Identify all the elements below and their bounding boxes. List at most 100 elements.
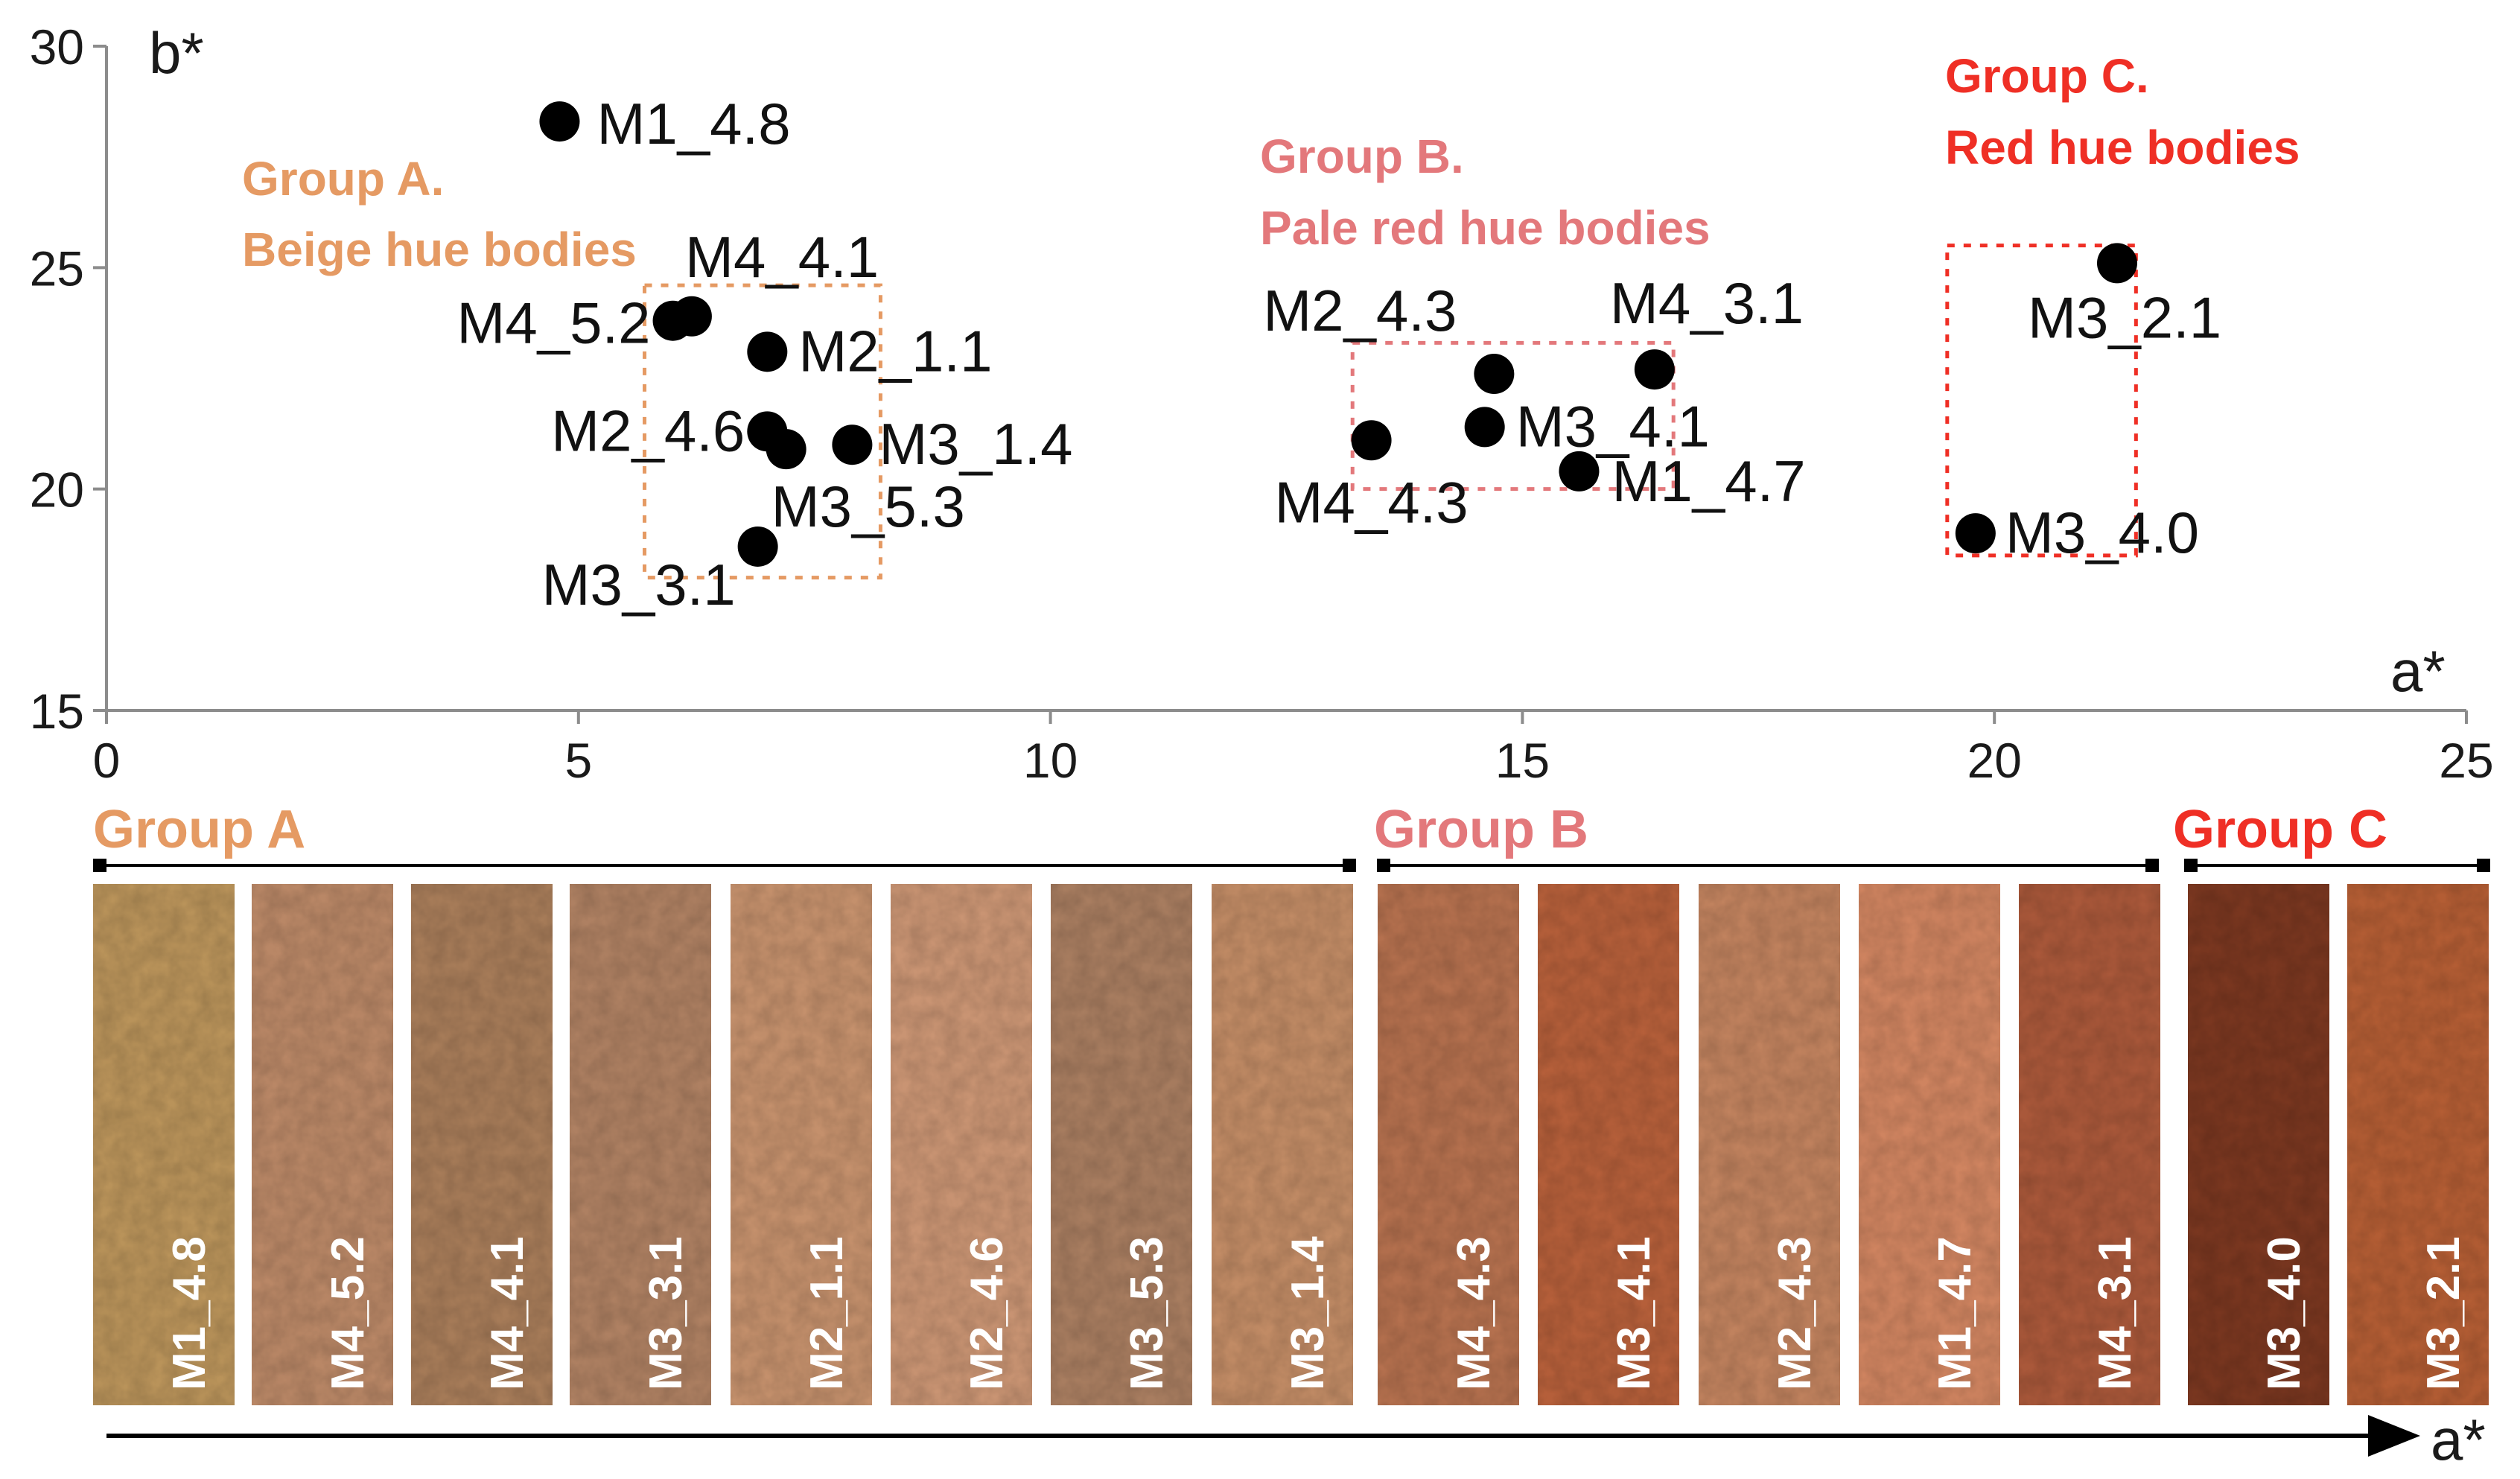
swatch-M4_3.1: M4_3.1 [2019,884,2160,1405]
point-label: M1_4.7 [1611,448,1805,514]
section-label: Group B [1374,800,1588,859]
swatch-M4_4.1: M4_4.1 [411,884,553,1405]
swatch-M2_1.1: M2_1.1 [731,884,872,1405]
point-M1_4.7 [1559,451,1600,492]
group-a-box [643,283,882,580]
swatch-label: M2_1.1 [801,1236,853,1390]
group-c-title: Group C. [1945,49,2149,103]
x-tick-label: 25 [2439,733,2493,788]
point-label: M3_4.1 [1516,393,1710,459]
point-M3_4.0 [1955,513,1996,554]
a-star-arrow: a* [106,1407,2486,1472]
axes [105,46,2466,712]
group-b-title: Group B. [1260,130,1464,183]
swatch-M3_4.1: M3_4.1 [1538,884,1679,1405]
swatch-label: M3_4.1 [1609,1236,1660,1390]
point-label: M3_5.3 [771,474,965,539]
swatch-label: M4_4.3 [1448,1236,1500,1390]
swatch-M4_5.2: M4_5.2 [252,884,393,1405]
section-label: Group C [2173,800,2387,859]
swatch-texture [570,884,711,1405]
point-label: M4_3.1 [1610,270,1804,336]
swatch-label: M4_3.1 [2090,1236,2141,1390]
group-a-title: Group A. [242,152,444,206]
point-label: M4_4.3 [1274,469,1468,535]
swatch-label: M3_3.1 [640,1236,692,1390]
y-axis-label: b* [149,20,204,86]
group-sections: Group A Group B Group C [93,800,2490,872]
swatch-texture [1051,884,1192,1405]
point-label: M2_1.1 [798,318,992,384]
axis-ticks: 0 5 10 15 20 25 15 20 25 30 [30,19,2494,788]
swatches: M1_4.8 M4_5.2 M4_4.1 M3_3.1 M2_1.1 M2_4.6 M3_5… [93,884,2489,1405]
swatch-texture [1378,884,1519,1405]
group-labels: Group A. Beige hue bodies Group B. Pale red… [242,49,2300,276]
swatch-M3_4.0: M3_4.0 [2188,884,2329,1405]
point-label: M2_4.6 [551,398,745,463]
swatch-label: M4_5.2 [322,1236,374,1390]
swatch-M2_4.3: M2_4.3 [1699,884,1840,1405]
point-label: M3_4.0 [2005,500,2199,565]
point-label: M4_4.1 [685,224,879,290]
swatch-label: M4_4.1 [482,1236,533,1390]
swatch-M1_4.8: M1_4.8 [93,884,235,1405]
y-tick-label: 30 [30,19,84,74]
swatch-label: M3_2.1 [2418,1236,2469,1390]
scatter-plot: 0 5 10 15 20 25 15 20 25 30 b* a* Group A. Beige h… [30,19,2494,788]
group-b-subtitle: Pale red hue bodies [1260,201,1711,255]
bracket-end [93,859,106,872]
swatch-label: M1_4.8 [164,1236,215,1390]
swatch-texture [411,884,553,1405]
point-M4_4.3 [1351,420,1392,461]
section-label: Group A [93,800,305,859]
bracket-end [1343,859,1356,872]
point-M4_3.1 [1634,349,1675,390]
point-M2_1.1 [747,331,788,372]
swatch-strip: Group A Group B Group C M1_4.8 M4_5.2 M4_4.1… [93,800,2490,1472]
data-points: M1_4.8 M4_4.1 M4_5.2 M2_1.1 M2_4.6 M3_5.3M3_1… [456,91,2221,617]
swatch-texture [1699,884,1840,1405]
point-label: M4_5.2 [456,290,650,356]
swatch-label: M3_5.3 [1121,1236,1173,1390]
swatch-M3_5.3: M3_5.3 [1051,884,1192,1405]
point-M2_4.3 [1474,354,1515,395]
x-tick-label: 5 [564,733,592,788]
swatch-M2_4.6: M2_4.6 [891,884,1032,1405]
swatch-texture [2188,884,2329,1405]
point-label: M1_4.8 [596,91,790,156]
swatch-texture [1212,884,1353,1405]
point-M4_5.2 [652,300,693,341]
point-M3_4.1 [1464,407,1505,448]
x-tick-label: 15 [1495,733,1550,788]
swatch-label: M1_4.7 [1929,1236,1981,1390]
swatch-M3_3.1: M3_3.1 [570,884,711,1405]
swatch-texture [731,884,872,1405]
swatch-label: M3_1.4 [1282,1236,1334,1390]
swatch-label: M2_4.3 [1769,1236,1821,1390]
point-M3_3.1 [737,526,778,567]
arrow-head [2368,1415,2420,1457]
swatch-label: M3_4.0 [2259,1236,2310,1390]
swatch-texture [891,884,1032,1405]
bracket-end [2477,859,2490,872]
point-label: M3_2.1 [2028,284,2221,350]
arrow-label: a* [2431,1407,2486,1472]
group-c-subtitle: Red hue bodies [1945,121,2300,174]
y-tick-label: 25 [30,241,84,296]
swatch-M4_4.3: M4_4.3 [1378,884,1519,1405]
point-label: M3_1.4 [879,411,1072,477]
bracket-end [1377,859,1390,872]
y-tick-label: 15 [30,684,84,739]
bracket-end [2145,859,2159,872]
point-label: M2_4.3 [1263,278,1457,343]
point-M3_1.4 [832,424,873,465]
swatch-texture [93,884,235,1405]
swatch-M3_1.4: M3_1.4 [1212,884,1353,1405]
y-tick-label: 20 [30,462,84,518]
x-tick-label: 10 [1023,733,1078,788]
x-axis-label: a* [2390,638,2446,704]
swatch-M1_4.7: M1_4.7 [1859,884,2000,1405]
x-tick-label: 20 [1967,733,2021,788]
point-label: M3_3.1 [541,552,735,617]
